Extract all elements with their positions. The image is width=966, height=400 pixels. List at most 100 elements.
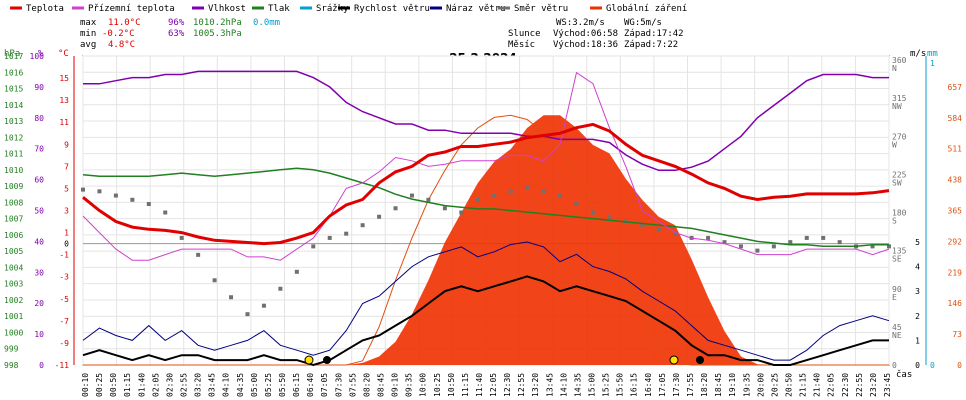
point-wind-direction [475, 197, 480, 202]
tick-wm2: 365 [948, 207, 963, 216]
axis-mm-unit: mm [927, 49, 938, 59]
tick-hpa: 1012 [4, 133, 23, 142]
tick-dir: N [892, 64, 897, 73]
x-tick-label: 06:15 [292, 373, 301, 397]
point-wind-direction [409, 193, 414, 198]
stat-max-hum: 96% [168, 18, 185, 28]
tick-degc: -3 [59, 273, 69, 282]
legend-label-gust: Náraz větru [446, 4, 506, 14]
tick-degc: 11 [59, 118, 69, 127]
x-tick-label: 18:45 [714, 373, 723, 397]
wind-gust-info: WG:5m/s [624, 18, 662, 28]
legend-label-dir: Směr větru [514, 4, 568, 14]
tick-degc: 3 [64, 207, 69, 216]
stat-min-temp: -0.2°C [102, 29, 135, 39]
point-wind-direction [377, 214, 382, 219]
moonset-marker [323, 356, 331, 364]
tick-pct: 90 [34, 83, 44, 92]
point-wind-direction [146, 202, 151, 207]
x-tick-label: 00:25 [95, 373, 104, 397]
tick-degc: 1 [64, 229, 69, 238]
x-tick-label: 01:15 [123, 373, 132, 397]
legend-label-rain: Srážky [316, 4, 349, 14]
axis-ms-unit: m/s [910, 49, 926, 59]
x-tick-label: 17:05 [658, 373, 667, 397]
tick-degc: 15 [59, 74, 69, 83]
tick-dir: 315 [892, 94, 907, 103]
series-temperature-line [82, 122, 890, 246]
tick-degc: 7 [64, 162, 69, 171]
tick-wm2: 146 [948, 299, 963, 308]
stat-avg-label: avg [80, 40, 96, 50]
x-tick-label: 00:50 [109, 373, 118, 397]
sun-label: Slunce [508, 29, 541, 39]
x-tick-label: 09:10 [391, 373, 400, 397]
x-tick-label: 01:40 [137, 373, 146, 397]
point-wind-direction [525, 185, 530, 190]
point-wind-direction [327, 235, 332, 240]
tick-dir: S [892, 217, 897, 226]
tick-degc: -7 [59, 317, 69, 326]
point-wind-direction [706, 235, 711, 240]
point-wind-direction [459, 210, 464, 215]
point-wind-direction [261, 303, 266, 308]
point-wind-direction [590, 210, 595, 215]
x-tick-label: 11:40 [475, 373, 484, 397]
point-wind-direction [673, 231, 678, 236]
tick-pct: 40 [34, 237, 44, 246]
point-wind-direction [788, 240, 793, 245]
x-tick-label: 23:20 [869, 373, 878, 397]
tick-dir: 45 [892, 323, 902, 332]
tick-wm2: 73 [952, 330, 962, 339]
point-wind-direction [656, 227, 661, 232]
x-tick-label: 07:30 [334, 373, 343, 397]
point-wind-direction [492, 193, 497, 198]
series-pressure-line [82, 167, 889, 248]
series-wind-line [82, 275, 889, 367]
tick-dir: 135 [892, 247, 907, 256]
tick-pct: 60 [34, 176, 44, 185]
x-tick-label: 18:20 [700, 373, 709, 397]
point-wind-direction [97, 189, 102, 194]
point-wind-direction [426, 197, 431, 202]
tick-dir: 225 [892, 170, 907, 179]
tick-degc: -9 [59, 339, 69, 348]
x-tick-label: 21:40 [813, 373, 822, 397]
tick-hpa: 999 [4, 345, 19, 354]
point-wind-direction [623, 218, 628, 223]
point-wind-direction [360, 223, 365, 228]
x-tick-label: 10:25 [433, 373, 442, 397]
tick-wm2: 511 [948, 145, 963, 154]
point-wind-direction [311, 244, 316, 249]
tick-pct: 70 [34, 145, 44, 154]
stat-min-hum: 63% [168, 29, 185, 39]
x-tick-label: 23:45 [883, 373, 892, 397]
point-wind-direction [212, 278, 217, 283]
x-tick-label: 15:00 [588, 373, 597, 397]
tick-hpa: 1007 [4, 215, 23, 224]
tick-ms: 0 [915, 361, 920, 370]
x-axis: 00:10 00:25 00:50 01:15 01:40 02:05 02:30 02:55… [81, 373, 892, 397]
tick-degc: 5 [64, 184, 69, 193]
x-tick-label: 14:10 [559, 373, 568, 397]
point-wind-direction [196, 252, 201, 257]
tick-dir: SE [892, 255, 902, 264]
point-wind-direction [442, 206, 447, 211]
x-tick-label: 13:20 [531, 373, 540, 397]
x-tick-label: 22:05 [827, 373, 836, 397]
tick-hpa: 1015 [4, 85, 23, 94]
x-tick-label: 14:35 [574, 373, 583, 397]
tick-pct: 10 [34, 330, 44, 339]
stat-max-press: 1010.2hPa [193, 18, 242, 28]
legend: Teplota Přízemní teplota Vlhkost Tlak Srážky… [10, 4, 687, 14]
tick-degc: -11 [55, 361, 70, 370]
series-gust-line [82, 241, 890, 361]
x-tick-label: 19:10 [728, 373, 737, 397]
axis-pct-unit: % [38, 49, 44, 59]
tick-degc: 9 [64, 140, 69, 149]
x-tick-label: 08:20 [362, 373, 371, 397]
legend-label-wind: Rychlost větru [354, 4, 430, 14]
series-humidity-line [83, 70, 889, 172]
tick-hpa: 1005 [4, 247, 23, 256]
axis-degc-unit: °C [58, 49, 69, 59]
